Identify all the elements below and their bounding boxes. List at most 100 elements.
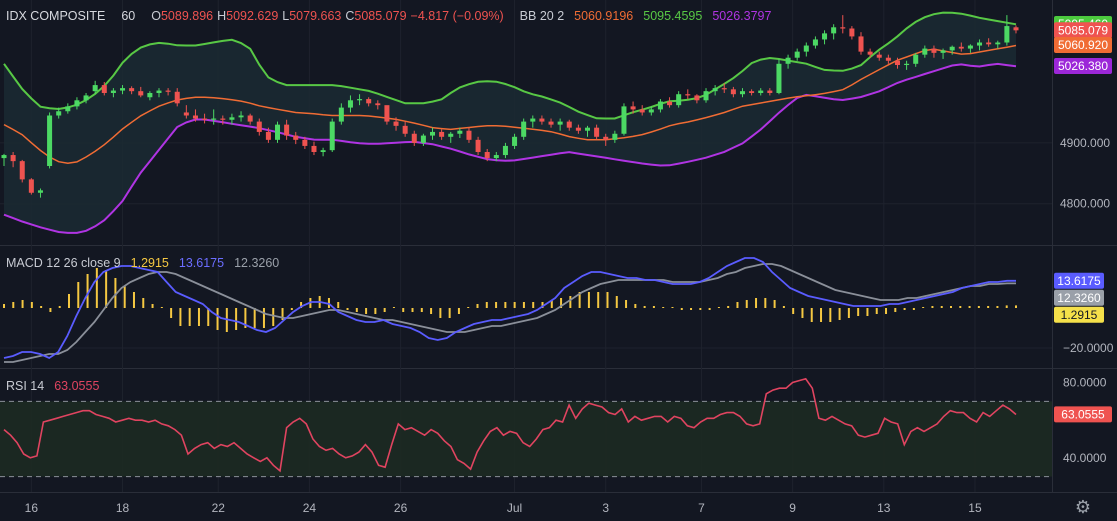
candle	[457, 130, 463, 134]
candle	[466, 130, 472, 140]
candle	[83, 95, 89, 101]
bb-basis-value: 5060.9196	[574, 9, 634, 23]
candle	[47, 115, 53, 166]
candle	[940, 50, 946, 53]
price-badge-label: 5060.920	[1058, 38, 1108, 52]
candle	[812, 39, 818, 46]
candle	[174, 91, 180, 104]
price-tick-label: 4800.000	[1060, 197, 1110, 211]
price-badge-label: 5026.380	[1058, 59, 1108, 73]
macd-badge	[1054, 289, 1104, 306]
rsi-badge	[1054, 406, 1112, 423]
macd-legend: MACD 12 26 close 9 1.2915 13.6175 12.326…	[6, 256, 283, 270]
candle	[56, 111, 62, 116]
candle	[429, 131, 436, 136]
rsi-badge-label: 63.0555	[1061, 407, 1105, 421]
ohlc-low: L5079.663	[282, 9, 342, 23]
x-tick-label: 15	[968, 501, 982, 515]
candle	[712, 88, 718, 92]
candle	[894, 60, 900, 66]
candle	[493, 155, 499, 159]
rsi-tick-label: 80.0000	[1063, 376, 1107, 390]
candle	[840, 27, 846, 29]
candle	[621, 106, 627, 134]
candle	[904, 63, 910, 66]
candle	[730, 89, 736, 95]
candle	[676, 94, 682, 106]
macd-label[interactable]: MACD 12 26 close 9	[6, 256, 121, 270]
candle	[275, 124, 281, 140]
candle	[110, 90, 116, 93]
candle	[767, 90, 773, 93]
x-tick-label: 9	[789, 501, 796, 515]
candle	[949, 46, 955, 51]
candle	[420, 135, 426, 143]
candle	[65, 106, 71, 112]
interval-label[interactable]: 60	[121, 9, 136, 23]
bb-upper-line	[3, 11, 1017, 120]
settings-gear-icon[interactable]: ⚙	[1074, 497, 1092, 517]
x-tick-label: 22	[212, 501, 226, 515]
candle	[575, 127, 581, 131]
candle	[803, 45, 809, 52]
candle	[302, 139, 308, 146]
candle	[238, 115, 244, 118]
macd-badge	[1054, 306, 1104, 323]
macd-line	[3, 257, 1016, 360]
candle	[366, 99, 372, 104]
candle	[630, 106, 636, 110]
candle	[703, 91, 709, 101]
candle	[10, 155, 16, 162]
candle	[320, 150, 326, 153]
candle	[721, 88, 727, 90]
macd-signal-line	[4, 263, 1016, 363]
candle	[311, 145, 317, 153]
candle	[375, 103, 381, 106]
rsi-label[interactable]: RSI 14	[6, 379, 45, 393]
candle	[502, 145, 508, 156]
rsi-line	[3, 377, 1017, 473]
x-tick-label: 16	[25, 501, 39, 515]
price-badge	[1054, 57, 1112, 74]
price-badge	[1054, 36, 1112, 53]
candle	[967, 45, 973, 49]
candle	[977, 42, 983, 46]
macd-histogram-value: 1.2915	[130, 256, 169, 270]
candle	[120, 88, 126, 91]
candle	[557, 121, 563, 125]
candle	[202, 118, 208, 120]
candle	[776, 63, 782, 93]
rsi-legend: RSI 14 63.0555	[6, 379, 103, 393]
symbol-title[interactable]: IDX COMPOSITE	[6, 9, 106, 23]
candle	[147, 92, 153, 98]
ohlc-open: O5089.896	[151, 9, 214, 23]
candle	[37, 190, 43, 193]
candle	[1013, 27, 1019, 31]
candle	[986, 42, 992, 45]
bb-basis-line	[3, 44, 1017, 165]
candle	[739, 91, 745, 95]
macd-badge-label: 12.3260	[1057, 291, 1101, 305]
candle	[785, 57, 791, 64]
bb-upper-value: 5095.4595	[643, 9, 703, 23]
macd-tick-label: −20.0000	[1063, 341, 1114, 355]
candle	[749, 91, 755, 93]
candle	[338, 107, 344, 122]
x-tick-label: 24	[303, 501, 317, 515]
candle	[858, 36, 864, 52]
candle	[521, 121, 527, 137]
candle	[293, 135, 299, 140]
bb-label[interactable]: BB 20 2	[519, 9, 565, 23]
rsi-band	[0, 401, 1052, 477]
candle	[694, 95, 700, 101]
candle	[648, 109, 654, 113]
x-tick-label: 13	[877, 501, 891, 515]
candle	[19, 161, 25, 180]
candle	[1004, 26, 1010, 43]
candle	[411, 133, 417, 143]
price-legend: IDX COMPOSITE 60 O5089.896 H5092.629 L50…	[6, 9, 775, 23]
x-tick-label: 3	[602, 501, 609, 515]
candle	[247, 115, 253, 122]
x-tick-label: 18	[116, 501, 130, 515]
